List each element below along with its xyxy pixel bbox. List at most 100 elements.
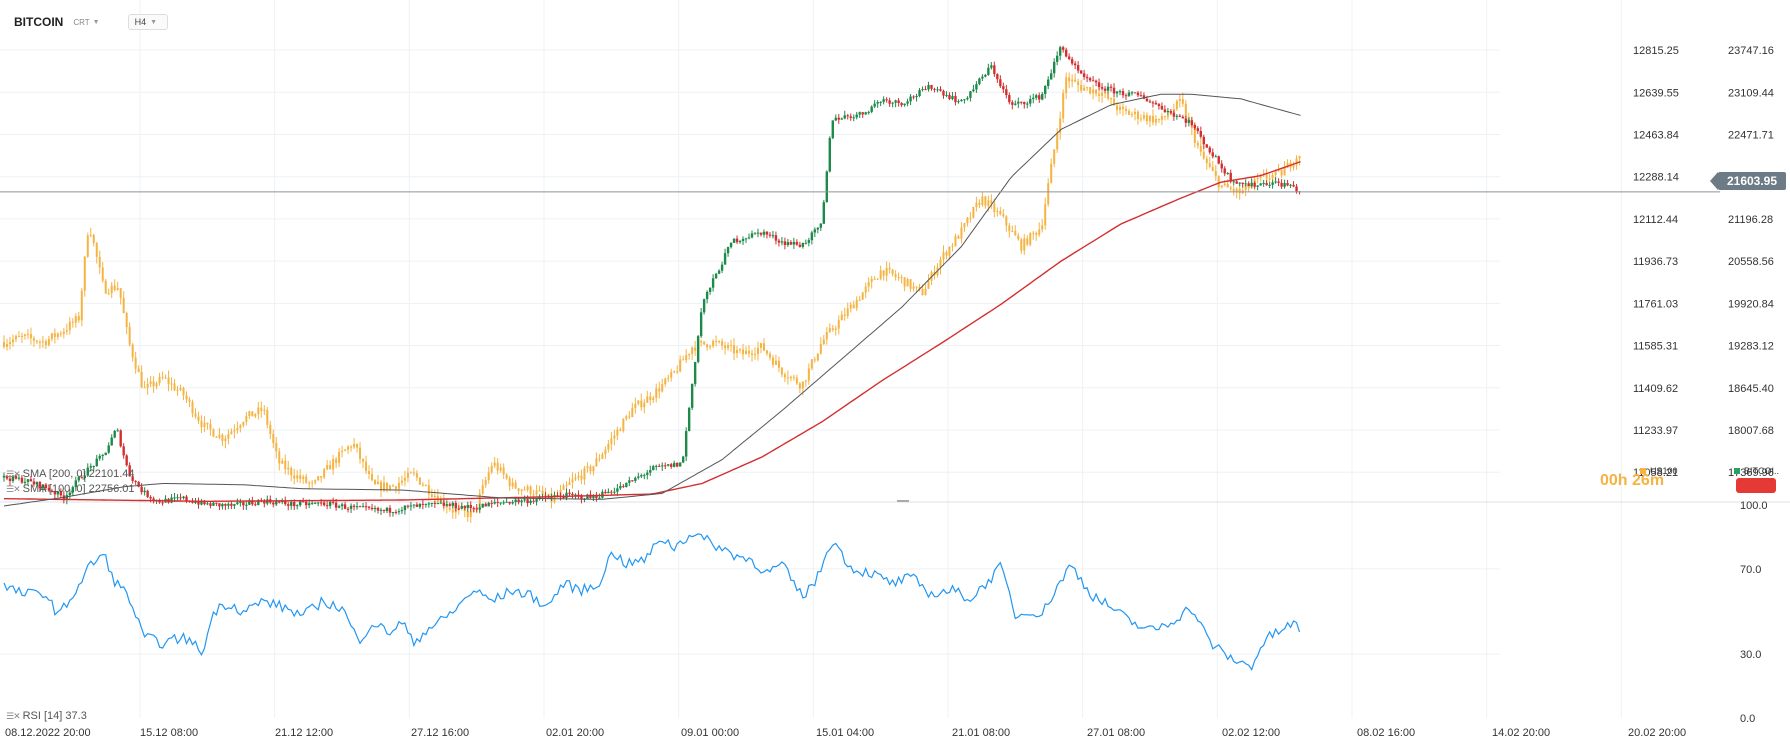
us100-candle <box>1178 99 1181 101</box>
us100-candle <box>1107 92 1110 99</box>
us100-candle <box>577 475 580 478</box>
chart-style-selector[interactable]: CRT ▼ <box>73 18 99 27</box>
us100-candle <box>275 442 278 452</box>
legend-remove-badge[interactable] <box>1736 478 1776 493</box>
settings-close-icon[interactable]: ☰✕ <box>6 710 21 721</box>
bitcoin-candle <box>451 502 454 506</box>
bitcoin-candle <box>1044 86 1047 94</box>
us100-candle <box>1268 178 1271 180</box>
chart-toolbar: BITCOIN CRT ▼ H4 ▼ <box>14 10 169 34</box>
bitcoin-candle <box>1256 185 1259 187</box>
bitcoin-candle <box>960 99 963 102</box>
bitcoin-candle <box>224 504 227 506</box>
bitcoin-candle <box>107 445 110 453</box>
bitcoin-candle <box>203 500 206 505</box>
us100-candle <box>798 383 801 389</box>
rsi-indicator-label[interactable]: ☰✕ RSI [14] 37.3 <box>6 710 87 722</box>
legend-bitcoin[interactable]: BITCOI.. <box>1734 466 1779 476</box>
bitcoin-candle <box>1163 109 1167 113</box>
us100-candle <box>571 479 574 483</box>
bitcoin-candle <box>1100 87 1104 89</box>
sma100-indicator-label[interactable]: ☰✕ SMA [100, 0] 22756.01 <box>6 483 135 495</box>
bitcoin-candle <box>1073 63 1077 66</box>
us100-candle <box>335 459 338 463</box>
y-tick-label-compare: 12639.55 <box>1633 87 1679 99</box>
bitcoin-candle <box>1145 98 1149 102</box>
us100-candle <box>631 408 634 418</box>
bitcoin-candle <box>65 495 69 500</box>
us100-candle <box>957 236 960 239</box>
settings-close-icon[interactable]: ☰✕ <box>6 468 21 479</box>
us100-candle <box>1125 108 1127 111</box>
bitcoin-candle <box>1011 102 1014 105</box>
us100-candle <box>1151 115 1154 123</box>
bitcoin-candle <box>218 503 221 507</box>
us100-candle <box>188 399 191 402</box>
bitcoin-candle <box>1026 103 1029 105</box>
chevron-down-icon: ▼ <box>150 18 158 26</box>
us100-candle <box>1184 103 1187 118</box>
us100-candle <box>167 377 170 385</box>
us100-candle <box>984 196 987 206</box>
y-tick-label-compare: 12815.25 <box>1633 45 1679 57</box>
bitcoin-candle <box>427 503 431 505</box>
bitcoin-candle <box>355 506 359 508</box>
bitcoin-candle <box>640 475 643 477</box>
bitcoin-candle <box>918 90 921 96</box>
bitcoin-candle <box>1199 131 1202 137</box>
bitcoin-candle <box>897 100 900 103</box>
bitcoin-candle <box>984 74 987 77</box>
us100-candle <box>215 436 218 438</box>
bitcoin-candle <box>681 456 685 463</box>
us100-candle <box>47 338 50 346</box>
bitcoin-candle <box>26 479 30 482</box>
us100-candle <box>885 267 888 276</box>
bitcoin-candle <box>176 497 179 499</box>
bitcoin-candle <box>801 242 805 247</box>
us100-candle <box>95 243 98 257</box>
us100-candle <box>146 383 149 388</box>
bitcoin-candle <box>376 507 380 511</box>
us100-candle <box>263 409 266 411</box>
us100-candle <box>1217 176 1220 188</box>
us100-candle <box>625 416 628 420</box>
bitcoin-candle <box>702 299 706 313</box>
us100-candle <box>62 331 65 334</box>
bitcoin-candle <box>391 512 395 514</box>
bitcoin-candle <box>68 492 72 496</box>
bitcoin-candle <box>783 241 787 246</box>
timeframe-selector[interactable]: H4 ▼ <box>127 14 169 30</box>
us100-candle <box>637 400 640 405</box>
us100-candle <box>742 349 745 355</box>
legend-us100[interactable]: US100 <box>1640 466 1678 476</box>
bitcoin-candle <box>595 495 598 498</box>
symbol-name[interactable]: BITCOIN <box>14 15 64 29</box>
us100-candle <box>418 477 421 485</box>
us100-candle <box>927 280 930 289</box>
bitcoin-candle <box>523 499 526 501</box>
bitcoin-candle <box>616 488 619 492</box>
bitcoin-candle <box>948 95 951 99</box>
us100-candle <box>269 424 272 435</box>
us100-candle <box>320 476 323 478</box>
us100-candle <box>921 288 924 295</box>
bitcoin-candle <box>319 502 323 504</box>
settings-close-icon[interactable]: ☰✕ <box>6 483 21 494</box>
us100-candle <box>65 330 68 332</box>
bitcoin-candle <box>846 115 849 117</box>
bitcoin-candle <box>502 502 505 504</box>
us100-candle <box>505 474 508 479</box>
us100-candle <box>792 376 795 378</box>
sma200-line <box>4 161 1301 502</box>
bitcoin-candle <box>969 91 972 98</box>
bitcoin-candle <box>50 490 54 492</box>
us100-candle <box>233 430 236 432</box>
sma200-indicator-label[interactable]: ☰✕ SMA [200, 0] 22101.44 <box>6 468 135 480</box>
bitcoin-candle <box>565 492 568 498</box>
bitcoin-candle <box>1253 182 1256 187</box>
us100-candle <box>673 371 676 373</box>
us100-candle <box>963 223 966 228</box>
bitcoin-candle <box>508 501 511 504</box>
bitcoin-candle <box>580 495 583 500</box>
